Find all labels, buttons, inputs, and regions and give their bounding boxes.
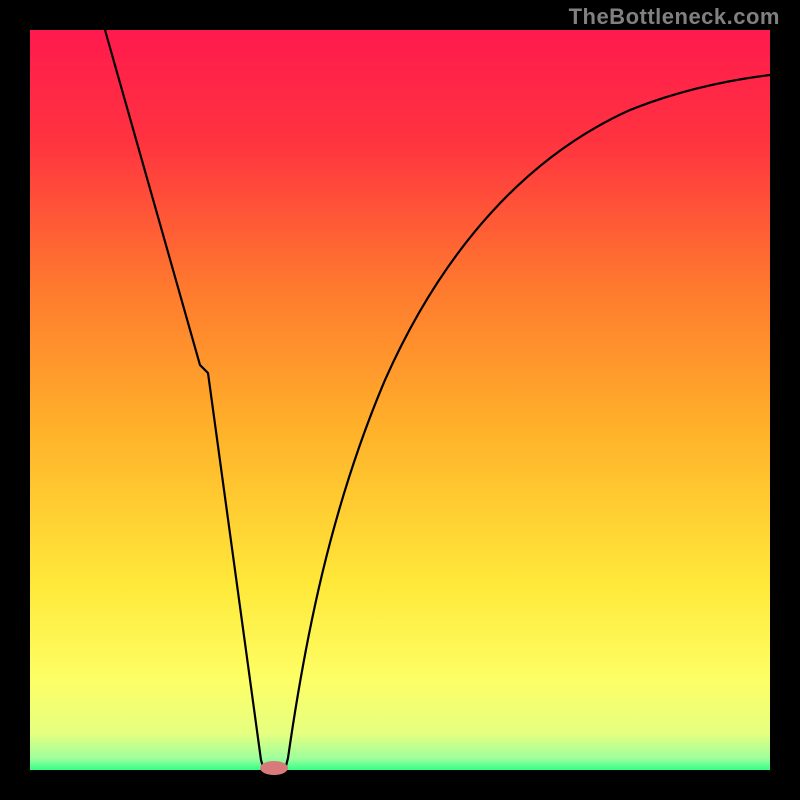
chart-container: TheBottleneck.com — [0, 0, 800, 800]
left-curve — [105, 30, 264, 770]
bottom-marker — [260, 761, 288, 775]
watermark-text: TheBottleneck.com — [569, 4, 780, 30]
curves-svg — [30, 30, 770, 770]
plot-area — [30, 30, 770, 770]
right-curve — [285, 75, 770, 770]
